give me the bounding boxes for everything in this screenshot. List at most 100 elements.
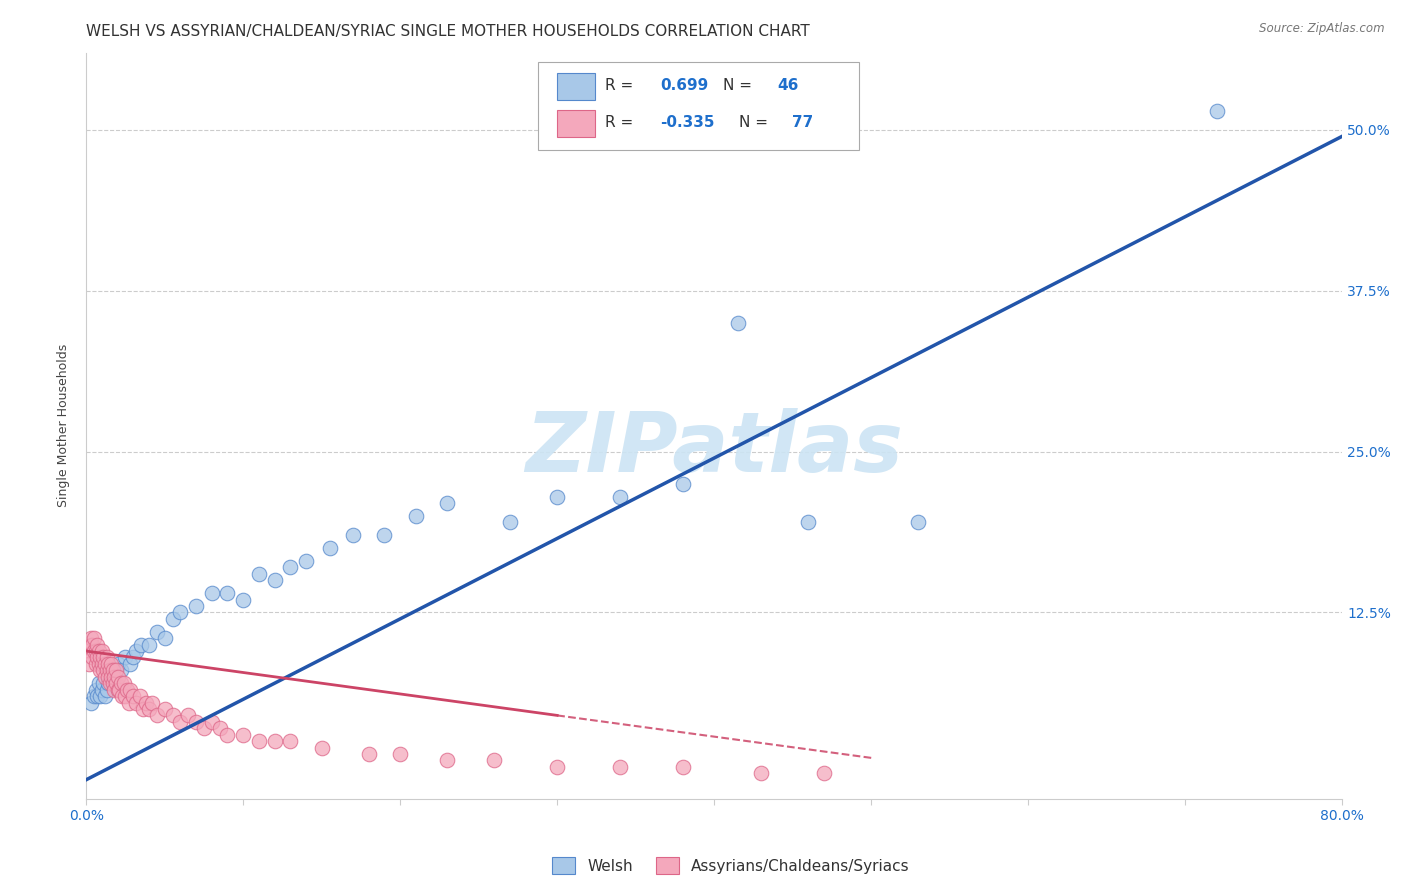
- Point: [813, 766, 835, 780]
- Point: [98, 664, 121, 678]
- Point: [96, 682, 118, 697]
- Point: [98, 670, 121, 684]
- Point: [114, 689, 136, 703]
- Point: [797, 516, 820, 530]
- Point: [1205, 103, 1227, 118]
- Text: 46: 46: [778, 78, 799, 93]
- Point: [749, 766, 772, 780]
- Point: [93, 676, 115, 690]
- Point: [87, 644, 110, 658]
- Point: [546, 760, 568, 774]
- Point: [89, 689, 111, 703]
- Point: [103, 670, 125, 684]
- Point: [295, 554, 318, 568]
- Point: [83, 631, 105, 645]
- Text: Source: ZipAtlas.com: Source: ZipAtlas.com: [1260, 22, 1385, 36]
- Text: 77: 77: [792, 115, 813, 130]
- Point: [107, 682, 129, 697]
- Point: [94, 670, 117, 684]
- Point: [232, 728, 254, 742]
- Point: [436, 754, 458, 768]
- Point: [96, 664, 118, 678]
- Point: [125, 696, 148, 710]
- Point: [94, 657, 117, 671]
- Point: [217, 728, 239, 742]
- Point: [125, 644, 148, 658]
- Point: [278, 560, 301, 574]
- Point: [97, 670, 120, 684]
- Point: [80, 696, 103, 710]
- Point: [89, 650, 111, 665]
- Point: [153, 631, 176, 645]
- Point: [672, 476, 695, 491]
- Point: [112, 676, 135, 690]
- Point: [201, 714, 224, 729]
- Point: [609, 490, 631, 504]
- Text: R =: R =: [605, 78, 638, 93]
- Point: [217, 586, 239, 600]
- Point: [153, 702, 176, 716]
- Point: [84, 657, 107, 671]
- Point: [120, 657, 142, 671]
- Point: [111, 689, 134, 703]
- Point: [86, 650, 108, 665]
- Point: [96, 650, 118, 665]
- Point: [232, 592, 254, 607]
- Point: [97, 676, 120, 690]
- Point: [108, 682, 131, 697]
- Point: [79, 657, 101, 671]
- Point: [907, 516, 929, 530]
- Text: N =: N =: [740, 115, 773, 130]
- Point: [97, 657, 120, 671]
- Text: ZIPatlas: ZIPatlas: [526, 408, 903, 489]
- Point: [93, 650, 115, 665]
- Point: [98, 676, 121, 690]
- Point: [86, 689, 108, 703]
- Point: [87, 676, 110, 690]
- Point: [80, 638, 103, 652]
- Point: [484, 754, 506, 768]
- Point: [609, 760, 631, 774]
- Point: [263, 734, 285, 748]
- FancyBboxPatch shape: [538, 62, 859, 150]
- Legend: Welsh, Assyrians/Chaldeans/Syriacs: Welsh, Assyrians/Chaldeans/Syriacs: [547, 851, 915, 880]
- Point: [80, 631, 103, 645]
- Point: [100, 670, 122, 684]
- Point: [263, 574, 285, 588]
- Point: [389, 747, 412, 761]
- Point: [184, 599, 207, 613]
- Point: [727, 316, 749, 330]
- Point: [101, 676, 124, 690]
- Point: [104, 676, 127, 690]
- Point: [103, 682, 125, 697]
- Point: [84, 644, 107, 658]
- Point: [110, 676, 132, 690]
- Point: [104, 664, 127, 678]
- Point: [103, 670, 125, 684]
- Point: [100, 657, 122, 671]
- Point: [110, 664, 132, 678]
- Text: R =: R =: [605, 115, 638, 130]
- Point: [122, 650, 145, 665]
- Point: [82, 650, 104, 665]
- Point: [90, 644, 112, 658]
- Point: [131, 702, 153, 716]
- Point: [318, 541, 340, 555]
- Point: [208, 721, 231, 735]
- Text: -0.335: -0.335: [661, 115, 714, 130]
- Point: [162, 612, 184, 626]
- Point: [357, 747, 380, 761]
- Point: [138, 702, 160, 716]
- Point: [177, 708, 200, 723]
- Point: [90, 657, 112, 671]
- Point: [100, 664, 122, 678]
- Point: [76, 644, 98, 658]
- Point: [129, 638, 152, 652]
- Bar: [557, 110, 595, 137]
- Point: [169, 714, 191, 729]
- Point: [135, 696, 157, 710]
- Text: WELSH VS ASSYRIAN/CHALDEAN/SYRIAC SINGLE MOTHER HOUSEHOLDS CORRELATION CHART: WELSH VS ASSYRIAN/CHALDEAN/SYRIAC SINGLE…: [86, 24, 810, 39]
- Point: [82, 638, 104, 652]
- Point: [90, 682, 112, 697]
- Point: [122, 689, 145, 703]
